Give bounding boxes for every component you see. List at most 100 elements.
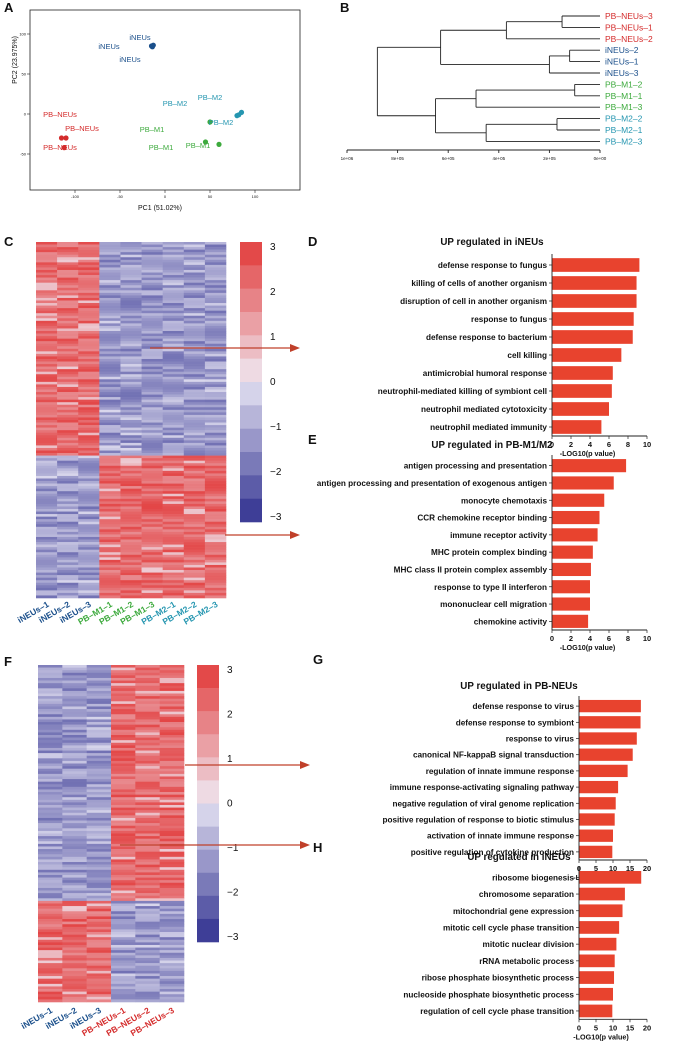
colorbar-tick-label: 0: [270, 377, 276, 388]
heatmap-cell: [204, 455, 227, 459]
heatmap-cell: [57, 264, 79, 268]
heatmap-cell: [141, 463, 163, 467]
heatmap-cell: [135, 771, 160, 775]
heatmap-cell: [86, 913, 112, 917]
heatmap-cell: [120, 564, 142, 568]
heatmap-cell: [57, 277, 79, 281]
heatmap-cell: [162, 371, 185, 375]
heatmap-cell: [120, 595, 142, 599]
heatmap-cell: [62, 732, 87, 736]
heatmap-cell: [111, 983, 136, 987]
heatmap-cell: [62, 722, 87, 725]
heatmap-cell: [62, 716, 87, 720]
heatmap-cell: [162, 437, 185, 441]
heatmap-cell: [62, 939, 87, 943]
colorbar-tick-label: 1: [227, 754, 233, 765]
heatmap-cell: [111, 854, 136, 858]
heatmap-cell: [111, 929, 136, 933]
bar-category-label: mitotic cell cycle phase transition: [443, 923, 574, 932]
heatmap-cell: [62, 789, 87, 793]
heatmap-cell: [57, 506, 79, 510]
pca-point-pb-m1: [216, 141, 222, 147]
heatmap-cell: [36, 374, 58, 378]
heatmap-cell: [120, 318, 142, 322]
heatmap-cell: [78, 503, 100, 507]
heatmap-cell: [120, 519, 142, 523]
heatmap-cell: [99, 379, 121, 383]
colorbar-tick-label: 2: [227, 710, 233, 721]
heatmap-cell: [162, 547, 185, 550]
heatmap-cell: [120, 358, 142, 362]
heatmap-cell: [57, 305, 79, 309]
heatmap-cell: [78, 264, 100, 268]
heatmap-cell: [111, 810, 136, 814]
heatmap-cell: [57, 536, 79, 540]
heatmap-cell: [204, 450, 227, 454]
heatmap-cell: [120, 308, 142, 311]
heatmap-cell: [86, 763, 112, 767]
heatmap-cell: [62, 903, 87, 907]
heatmap-cell: [183, 381, 206, 385]
heatmap-cell: [135, 952, 160, 956]
heatmap-cell: [99, 346, 121, 350]
heatmap-cell: [159, 960, 185, 964]
heatmap-cell: [183, 366, 206, 370]
bar-category-label: mitochondrial gene expression: [453, 907, 574, 916]
heatmap-cell: [86, 810, 112, 814]
heatmap-cell: [99, 254, 121, 258]
heatmap-cell: [36, 526, 58, 530]
heatmap-cell: [86, 703, 112, 707]
heatmap-cell: [120, 580, 142, 584]
heatmap-cell: [159, 815, 185, 819]
heatmap-cell: [162, 272, 185, 276]
heatmap-cell: [120, 539, 142, 543]
heatmap-cell: [57, 397, 79, 400]
heatmap-cell: [141, 366, 163, 370]
heatmap-cell: [120, 369, 142, 372]
heatmap-cell: [62, 675, 87, 679]
heatmap-cell: [38, 872, 63, 876]
heatmap-cell: [159, 696, 185, 699]
heatmap-cell: [78, 254, 100, 258]
heatmap-cell: [141, 542, 163, 545]
heatmap-cell: [86, 841, 112, 845]
bar-x-tick-label: 15: [626, 864, 634, 873]
heatmap-cell: [62, 991, 87, 995]
heatmap-cell: [57, 379, 79, 383]
heatmap-cell: [204, 371, 227, 375]
heatmap-cell: [159, 890, 185, 894]
heatmap-cell: [135, 825, 160, 829]
heatmap-cell: [183, 496, 206, 500]
bar-category-label: disruption of cell in another organism: [400, 297, 547, 306]
heatmap-cell: [78, 343, 100, 347]
heatmap-cell: [162, 552, 185, 556]
heatmap-cell: [78, 397, 100, 400]
bar: [552, 366, 613, 380]
heatmap-cell: [159, 862, 185, 865]
heatmap-cell: [135, 874, 160, 878]
heatmap-cell: [57, 493, 79, 497]
heatmap-cell: [159, 804, 185, 808]
heatmap-cell: [38, 955, 63, 959]
panel-letter-d: D: [308, 234, 317, 249]
heatmap-cell: [120, 320, 142, 324]
heatmap-cell: [36, 341, 58, 345]
heatmap-cell: [99, 473, 121, 477]
heatmap-cell: [99, 468, 121, 472]
heatmap-cell: [135, 950, 160, 954]
heatmap-cell: [36, 402, 58, 406]
colorbar-tick-label: −3: [227, 932, 239, 943]
heatmap-cell: [78, 280, 100, 283]
heatmap-cell: [141, 539, 163, 543]
heatmap-cell: [38, 929, 63, 933]
pca-point-label: PB–M2: [163, 99, 188, 108]
heatmap-cell: [86, 690, 112, 694]
heatmap-cell: [159, 882, 185, 886]
heatmap-cell: [183, 269, 206, 273]
heatmap-cell: [38, 924, 63, 928]
heatmap-cell: [162, 475, 185, 479]
heatmap-cell: [57, 295, 79, 299]
heatmap-cell: [78, 470, 100, 474]
panel-letter-a: A: [4, 0, 14, 15]
heatmap-cell: [38, 815, 63, 819]
